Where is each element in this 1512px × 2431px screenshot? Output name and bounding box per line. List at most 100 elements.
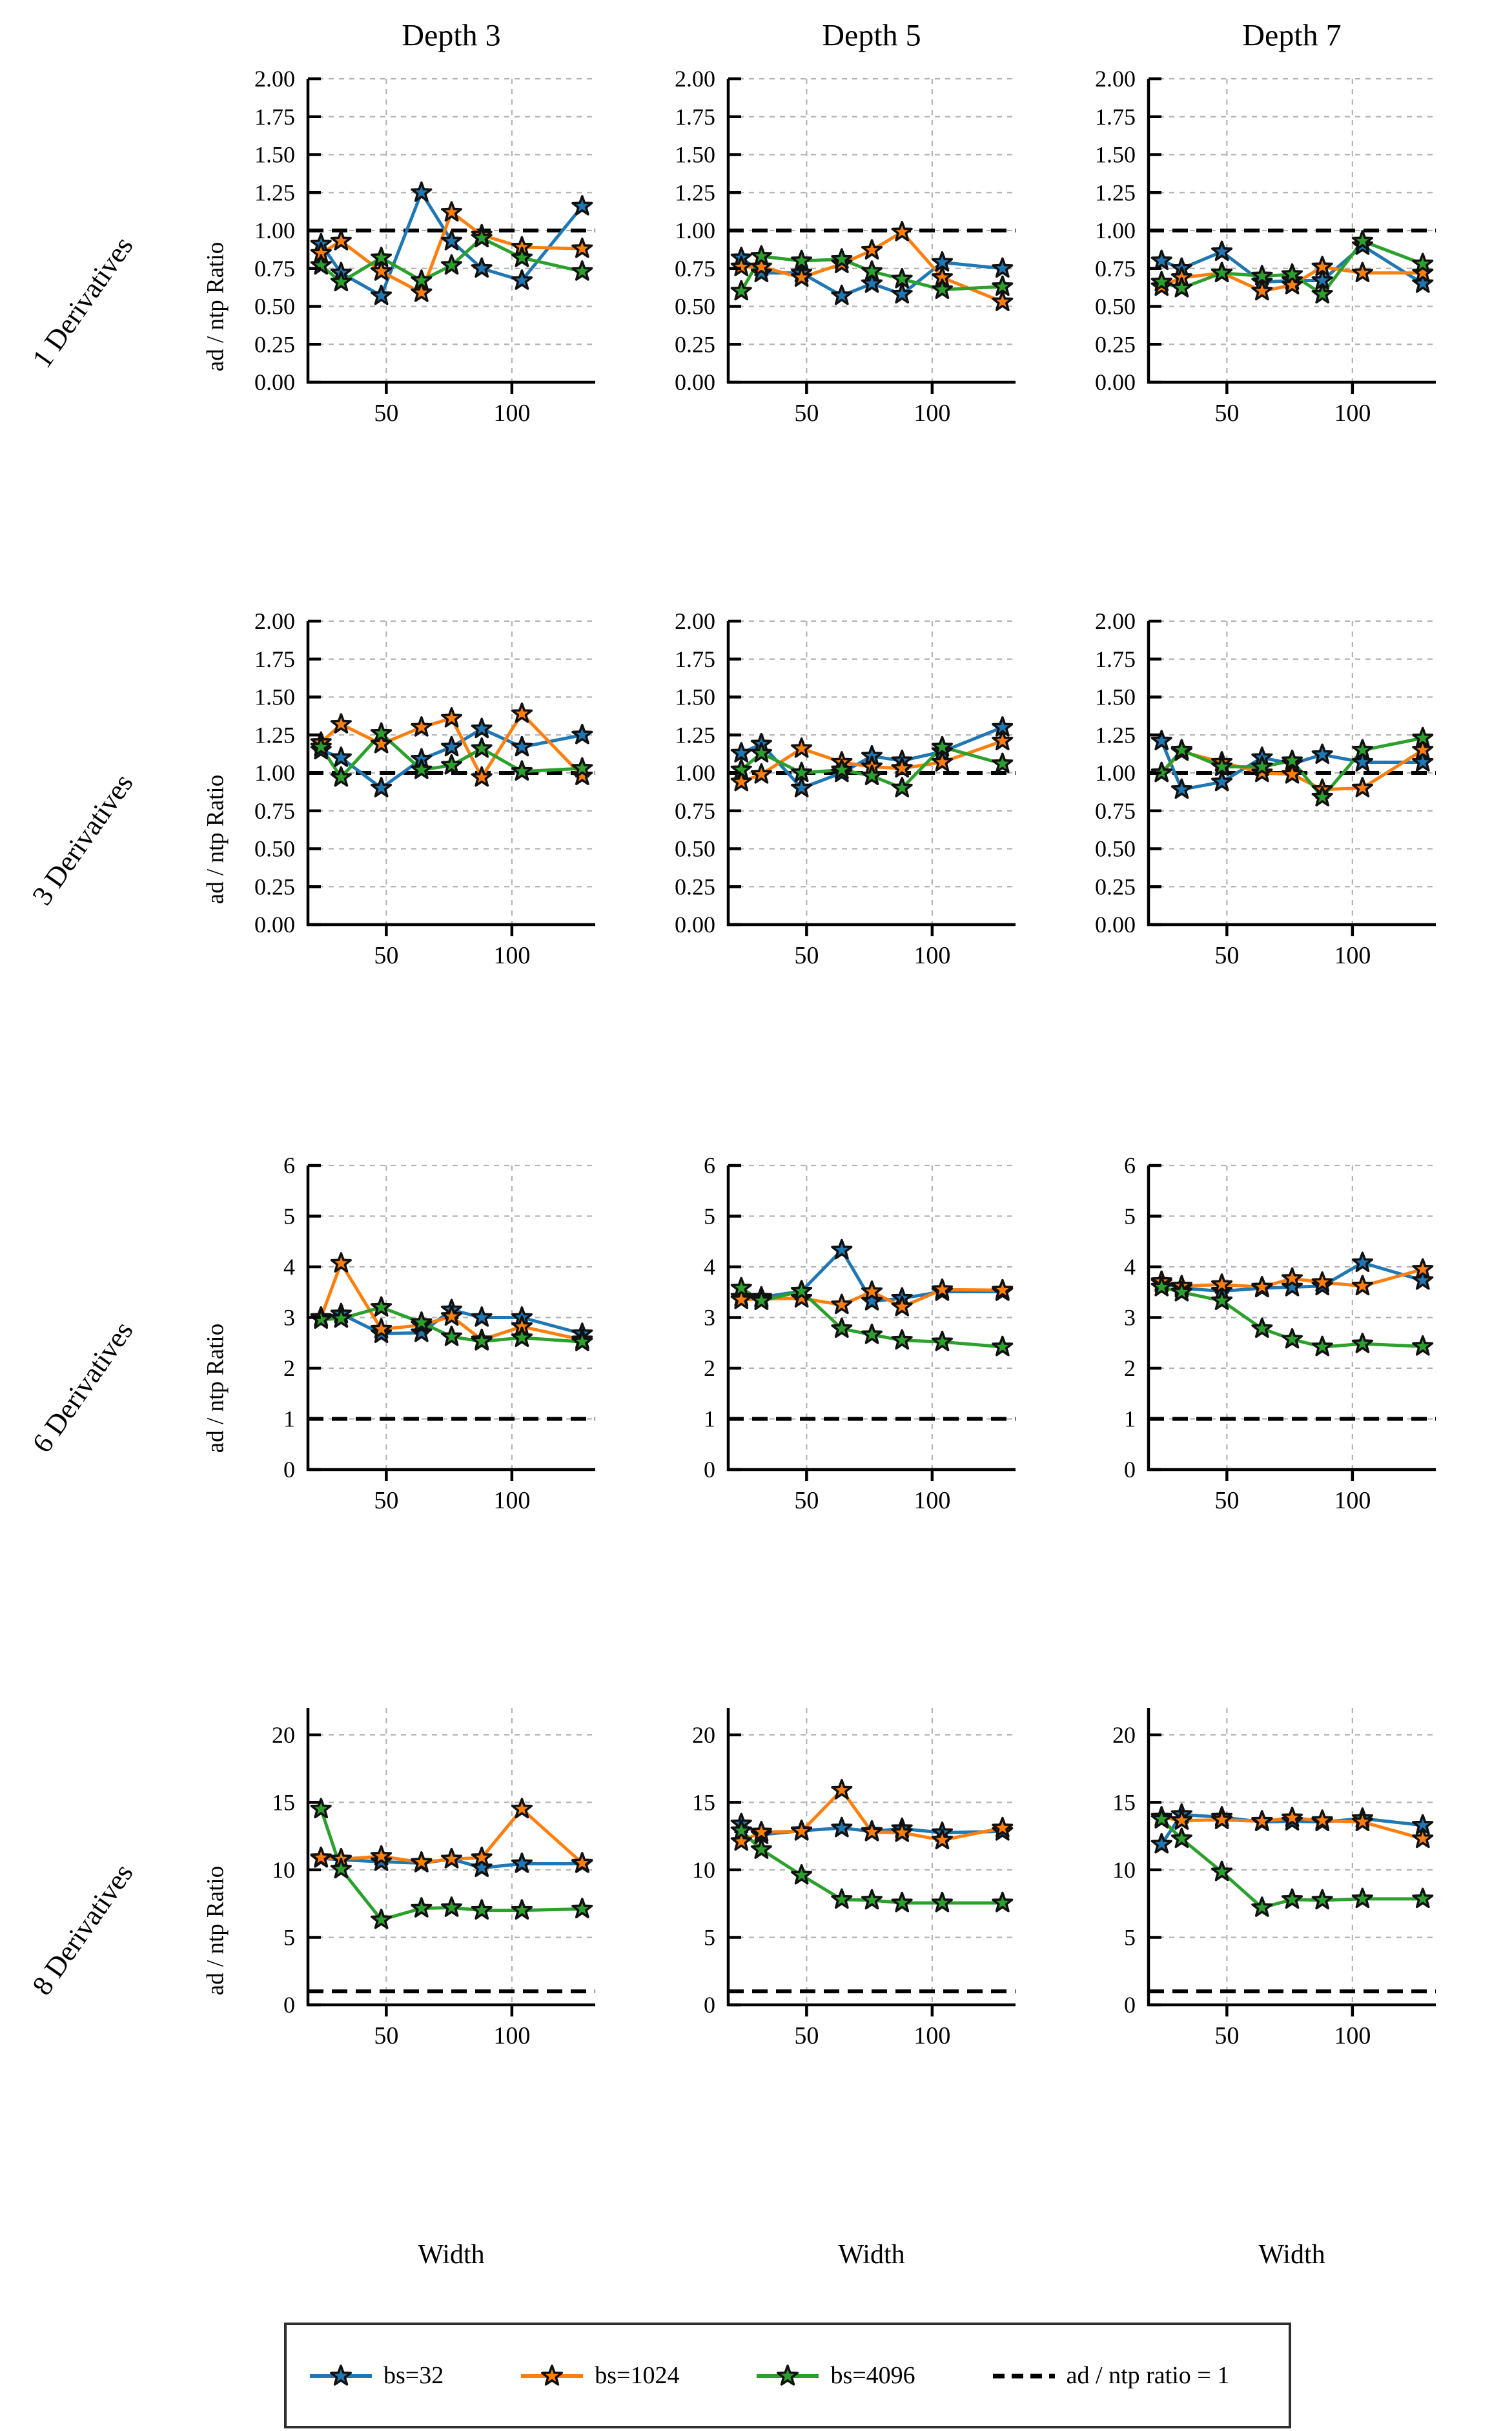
- svg-text:1.25: 1.25: [254, 722, 295, 748]
- svg-text:50: 50: [794, 1487, 819, 1514]
- svg-text:5: 5: [1124, 1204, 1136, 1229]
- x-axis-label: Width: [1258, 2240, 1325, 2270]
- svg-text:50: 50: [374, 1487, 398, 1514]
- svg-text:20: 20: [692, 1722, 715, 1748]
- svg-text:0.75: 0.75: [254, 798, 295, 824]
- svg-text:0.00: 0.00: [254, 369, 295, 395]
- svg-text:0: 0: [283, 1457, 295, 1482]
- svg-text:6: 6: [704, 1153, 715, 1178]
- svg-text:0.00: 0.00: [254, 912, 295, 938]
- svg-text:100: 100: [493, 2022, 530, 2049]
- svg-text:20: 20: [1112, 1722, 1136, 1748]
- svg-text:2.00: 2.00: [675, 66, 715, 92]
- legend-item-label: bs=32: [383, 2362, 444, 2389]
- legend-line-star-icon: [309, 2359, 373, 2392]
- svg-text:2: 2: [283, 1355, 295, 1381]
- column-title-depth-7: Depth 7: [1242, 18, 1342, 53]
- subplot-1-derivatives-depth-3: 0.00 0.25 0.50 0.75 1.00 1.25 1.50 1.75 2.00 50 10…: [254, 66, 595, 427]
- subplot-8-derivatives-depth-7: 0 5 10 15 20 50 100: [1112, 1708, 1436, 2049]
- svg-text:1.50: 1.50: [254, 142, 295, 168]
- subplot-8-derivatives-depth-3: 0 5 10 15 20 50 100: [272, 1708, 595, 2049]
- svg-text:1.25: 1.25: [1095, 180, 1136, 205]
- svg-text:6: 6: [283, 1153, 295, 1178]
- svg-text:50: 50: [374, 942, 398, 969]
- svg-text:15: 15: [692, 1789, 715, 1815]
- subplot-1-derivatives-depth-7: 0.00 0.25 0.50 0.75 1.00 1.25 1.50 1.75 2.00 50 10…: [1095, 66, 1436, 427]
- svg-text:2.00: 2.00: [254, 608, 295, 634]
- svg-text:5: 5: [704, 1924, 715, 1950]
- svg-text:100: 100: [914, 942, 950, 969]
- svg-text:0.00: 0.00: [675, 369, 715, 395]
- svg-text:1.25: 1.25: [675, 180, 715, 205]
- svg-text:6: 6: [1124, 1153, 1136, 1178]
- svg-text:0: 0: [283, 1992, 295, 2018]
- svg-text:0.75: 0.75: [254, 256, 295, 282]
- legend-item-bs1024: bs=1024: [520, 2359, 679, 2392]
- legend-item-label: bs=1024: [595, 2362, 680, 2389]
- svg-text:4: 4: [1124, 1254, 1136, 1280]
- svg-text:4: 4: [283, 1254, 295, 1280]
- svg-text:1.00: 1.00: [254, 218, 295, 243]
- svg-text:1.75: 1.75: [675, 104, 715, 130]
- svg-text:2: 2: [704, 1355, 715, 1381]
- svg-text:1.00: 1.00: [1095, 760, 1136, 786]
- subplot-6-derivatives-depth-7: 0 1 2 3 4 5 6 50 100: [1124, 1153, 1436, 1514]
- svg-text:50: 50: [1214, 2022, 1239, 2049]
- svg-text:0.25: 0.25: [1095, 331, 1136, 357]
- svg-text:0.50: 0.50: [254, 294, 295, 320]
- svg-text:1.50: 1.50: [675, 142, 715, 168]
- legend-line-star-icon: [755, 2359, 820, 2392]
- svg-text:50: 50: [794, 400, 819, 427]
- svg-text:10: 10: [272, 1857, 295, 1883]
- svg-text:1.75: 1.75: [1095, 104, 1136, 130]
- svg-text:5: 5: [1124, 1924, 1136, 1950]
- svg-text:0.50: 0.50: [675, 294, 715, 320]
- svg-text:10: 10: [1112, 1857, 1136, 1883]
- svg-text:0.75: 0.75: [675, 798, 715, 824]
- svg-text:2: 2: [1124, 1355, 1136, 1381]
- svg-text:50: 50: [1214, 400, 1239, 427]
- svg-text:0.25: 0.25: [254, 874, 295, 899]
- svg-text:1.50: 1.50: [1095, 684, 1136, 710]
- subplot-6-derivatives-depth-3: 0 1 2 3 4 5 6 50 100: [283, 1153, 595, 1514]
- svg-text:0.25: 0.25: [675, 874, 715, 899]
- svg-text:1.75: 1.75: [254, 646, 295, 672]
- svg-text:1: 1: [283, 1406, 295, 1432]
- svg-text:0.25: 0.25: [254, 331, 295, 357]
- column-title-depth-5: Depth 5: [822, 18, 921, 53]
- svg-text:1.00: 1.00: [1095, 218, 1136, 243]
- svg-text:100: 100: [1334, 1487, 1371, 1514]
- svg-text:1.25: 1.25: [254, 180, 295, 205]
- svg-text:50: 50: [794, 2022, 819, 2049]
- subplot-1-derivatives-depth-5: 0.00 0.25 0.50 0.75 1.00 1.25 1.50 1.75 2.00 50 10…: [675, 66, 1016, 427]
- svg-text:0.75: 0.75: [675, 256, 715, 282]
- subplot-8-derivatives-depth-5: 0 5 10 15 20 50 100: [692, 1708, 1016, 2049]
- svg-text:2.00: 2.00: [1095, 66, 1136, 92]
- svg-text:100: 100: [493, 1487, 530, 1514]
- svg-text:100: 100: [493, 400, 530, 427]
- svg-text:100: 100: [1334, 400, 1371, 427]
- svg-text:50: 50: [794, 942, 819, 969]
- legend-item-bs4096: bs=4096: [755, 2359, 915, 2392]
- svg-text:1: 1: [1124, 1406, 1136, 1432]
- svg-text:5: 5: [283, 1924, 295, 1950]
- svg-text:15: 15: [272, 1789, 295, 1815]
- svg-text:1.00: 1.00: [675, 760, 715, 786]
- svg-text:3: 3: [1124, 1305, 1136, 1331]
- svg-text:1.50: 1.50: [254, 684, 295, 710]
- svg-text:1.50: 1.50: [675, 684, 715, 710]
- legend-item-label: ad / ntp ratio = 1: [1066, 2362, 1230, 2389]
- legend-dashed-line-icon: [992, 2359, 1056, 2392]
- legend-item-reference-line: ad / ntp ratio = 1: [992, 2359, 1230, 2392]
- svg-text:1.50: 1.50: [1095, 142, 1136, 168]
- svg-text:3: 3: [283, 1305, 295, 1331]
- svg-text:0.75: 0.75: [1095, 798, 1136, 824]
- svg-text:0: 0: [704, 1992, 715, 2018]
- svg-text:5: 5: [283, 1204, 295, 1229]
- svg-text:1.00: 1.00: [675, 218, 715, 243]
- svg-text:5: 5: [704, 1204, 715, 1229]
- svg-text:50: 50: [374, 2022, 398, 2049]
- svg-text:100: 100: [1334, 942, 1371, 969]
- legend: bs=32 bs=1024 bs=4096 ad / ntp ratio = 1: [284, 2323, 1291, 2428]
